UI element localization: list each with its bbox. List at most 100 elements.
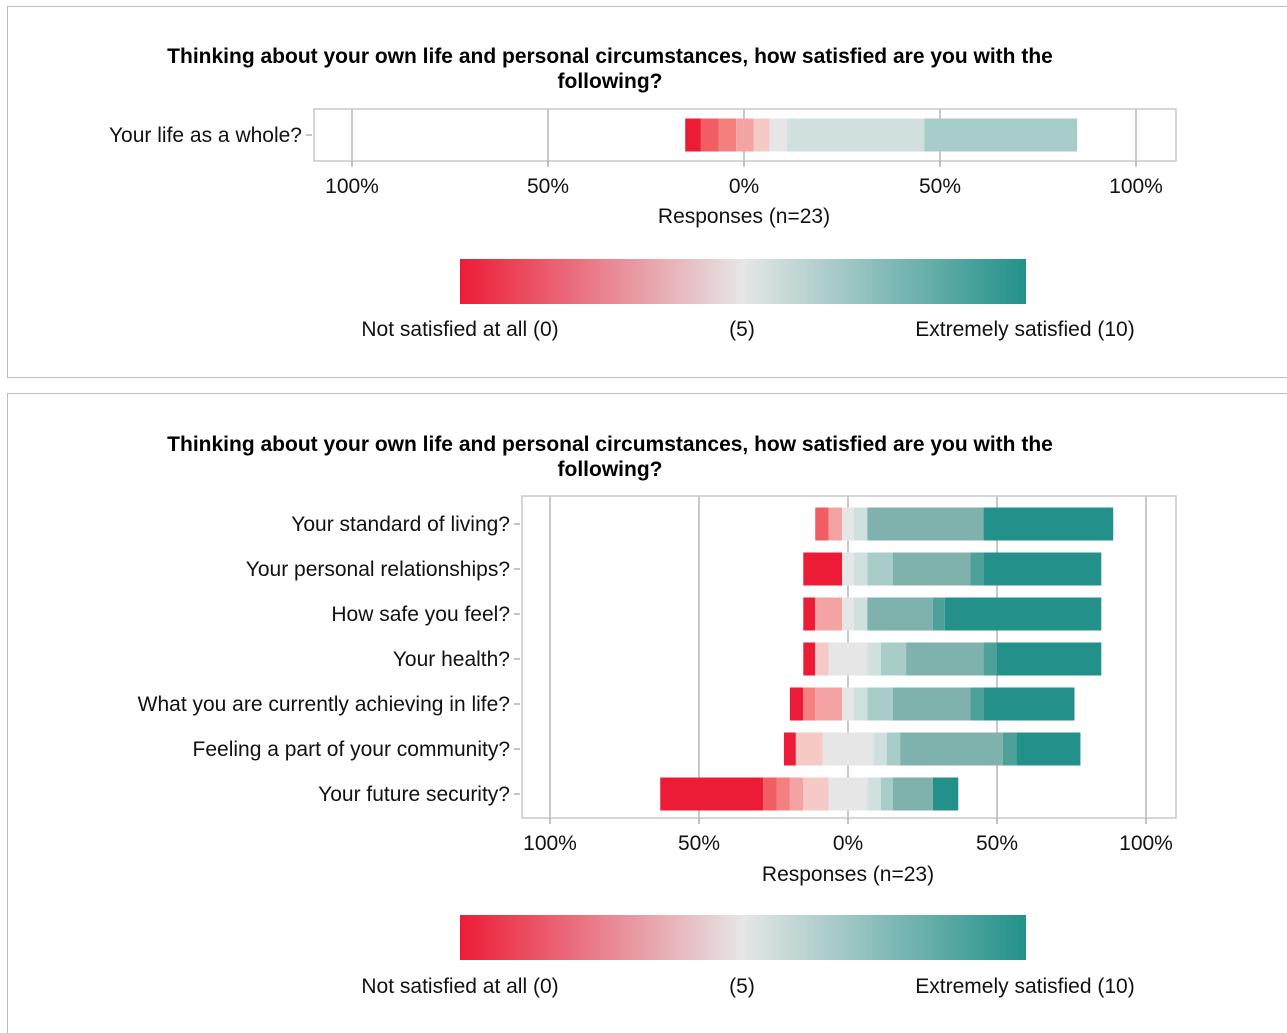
- chart-2-bar-segment: [997, 642, 1102, 676]
- chart-2-bar-segment: [803, 777, 829, 811]
- chart-2-bar-segment: [795, 732, 823, 766]
- chart-1-bar-segment: [736, 118, 754, 152]
- chart-2-bar-segment: [944, 597, 1102, 631]
- chart-2-bar-segment: [853, 597, 868, 631]
- chart-2-bar-segment: [932, 597, 945, 631]
- chart-2-bar-segment: [867, 597, 933, 631]
- chart-2-category-label: Your future security?: [318, 783, 510, 806]
- chart-2-bar-segment: [983, 687, 1075, 721]
- chart-2-bar-row: [783, 732, 1081, 766]
- chart-1-bar-segment: [769, 118, 788, 152]
- chart-2-bar-segment: [853, 507, 868, 541]
- chart-1-title-line-2: following?: [558, 70, 663, 93]
- chart-1-bar-segment: [753, 118, 770, 152]
- chart-1-x-tick-label: 100%: [325, 175, 379, 198]
- chart-2-bar-segment: [983, 507, 1114, 541]
- chart-2-bar-segment: [983, 642, 997, 676]
- chart-2-bar-segment: [970, 687, 984, 721]
- chart-2-legend-low-label: Not satisfied at all (0): [361, 975, 558, 998]
- chart-2-x-tick-label: 0%: [833, 832, 863, 855]
- chart-2-bar-segment: [842, 552, 854, 586]
- chart-2-bar-segment: [932, 777, 959, 811]
- chart-1-bar-row: [685, 118, 1078, 152]
- chart-2-bar-segment: [763, 777, 777, 811]
- chart-2-bar-row: [789, 687, 1075, 721]
- chart-2-category-label: What you are currently achieving in life…: [138, 693, 510, 716]
- chart-2-bar-segment: [906, 642, 984, 676]
- chart-1-bar-segment: [700, 118, 719, 152]
- chart-2-title-line-2: following?: [558, 458, 663, 481]
- chart-2-bar-segment: [842, 597, 854, 631]
- chart-1-bar-segment: [718, 118, 737, 152]
- chart-2-bar-row: [660, 777, 959, 811]
- chart-2-bar-segment: [803, 552, 843, 586]
- chart-2-bar-segment: [892, 552, 971, 586]
- chart-2-bar-segment: [815, 642, 829, 676]
- chart-2-svg: Thinking about your own life and persona…: [138, 433, 1177, 998]
- chart-2-category-label: How safe you feel?: [331, 603, 510, 626]
- chart-2-bar-segment: [828, 777, 868, 811]
- chart-2-bar-segment: [892, 777, 933, 811]
- chart-2-bar-segment: [853, 552, 868, 586]
- chart-2-bar-segment: [886, 732, 901, 766]
- chart-1-x-tick-label: 100%: [1109, 175, 1163, 198]
- chart-2-category-label: Your standard of living?: [291, 513, 510, 536]
- chart-2-category-label: Feeling a part of your community?: [193, 738, 510, 761]
- chart-2-bar-segment: [803, 687, 816, 721]
- chart-2-bar-segment: [983, 552, 1102, 586]
- chart-2-x-tick-label: 50%: [976, 832, 1018, 855]
- chart-1-legend-mid-label: (5): [729, 318, 755, 341]
- chart-2-bar-segment: [815, 507, 829, 541]
- chart-2-bar-segment: [970, 552, 984, 586]
- chart-panel-1: Thinking about your own life and persona…: [7, 6, 1287, 378]
- chart-1-bar-segment: [685, 118, 701, 152]
- chart-2-bar-segment: [828, 507, 843, 541]
- chart-1-legend-high-label: Extremely satisfied (10): [915, 318, 1134, 341]
- chart-2-bar-row: [803, 552, 1102, 586]
- chart-2-bar-segment: [892, 687, 971, 721]
- chart-2-x-tick-label: 100%: [1119, 832, 1173, 855]
- chart-2-bar-segment: [776, 777, 790, 811]
- chart-2-bar-segment: [867, 642, 881, 676]
- chart-1-bar-segment: [787, 118, 925, 152]
- chart-2-bar-row: [803, 597, 1102, 631]
- chart-2-bar-segment: [900, 732, 1003, 766]
- chart-2-bar-segment: [803, 642, 816, 676]
- chart-1-x-axis-label: Responses (n=23): [658, 205, 830, 228]
- chart-2-x-tick-label: 50%: [678, 832, 720, 855]
- chart-2-bar-segment: [815, 687, 843, 721]
- chart-2-bar-segment: [789, 777, 804, 811]
- chart-1-legend-low-label: Not satisfied at all (0): [361, 318, 558, 341]
- chart-1-title-line-1: Thinking about your own life and persona…: [167, 45, 1053, 68]
- chart-2-category-label: Your personal relationships?: [246, 558, 510, 581]
- chart-2-bar-segment: [815, 597, 843, 631]
- chart-2-bar-segment: [822, 732, 874, 766]
- chart-1-legend-gradient-bar: [460, 259, 1026, 304]
- chart-2-bar-segment: [660, 777, 764, 811]
- chart-1-category-label: Your life as a whole?: [109, 124, 302, 147]
- chart-2-bar-segment: [789, 687, 804, 721]
- chart-1-x-tick-label: 0%: [729, 175, 759, 198]
- chart-2-x-tick-label: 100%: [523, 832, 577, 855]
- chart-2-bar-segment: [867, 687, 893, 721]
- chart-1-svg: Thinking about your own life and persona…: [109, 45, 1177, 341]
- chart-2-bar-segment: [1002, 732, 1017, 766]
- chart-1-x-tick-label: 50%: [527, 175, 569, 198]
- chart-2-bar-row: [803, 642, 1102, 676]
- chart-2-x-axis-label: Responses (n=23): [762, 863, 934, 886]
- chart-2-bar-segment: [873, 732, 887, 766]
- chart-2-bar-segment: [880, 777, 893, 811]
- chart-2-legend-high-label: Extremely satisfied (10): [915, 975, 1134, 998]
- chart-2-bar-segment: [783, 732, 796, 766]
- chart-2-title-line-1: Thinking about your own life and persona…: [167, 433, 1053, 456]
- chart-2-bar-segment: [828, 642, 868, 676]
- chart-1-bar-segment: [924, 118, 1078, 152]
- chart-2-bar-segment: [842, 687, 854, 721]
- chart-2-bar-segment: [803, 597, 816, 631]
- chart-2-bar-segment: [867, 507, 984, 541]
- chart-2-bar-segment: [853, 687, 868, 721]
- chart-2-bar-segment: [842, 507, 854, 541]
- chart-2-bar-segment: [1016, 732, 1081, 766]
- chart-2-bar-segment: [867, 552, 893, 586]
- chart-2-bar-segment: [880, 642, 907, 676]
